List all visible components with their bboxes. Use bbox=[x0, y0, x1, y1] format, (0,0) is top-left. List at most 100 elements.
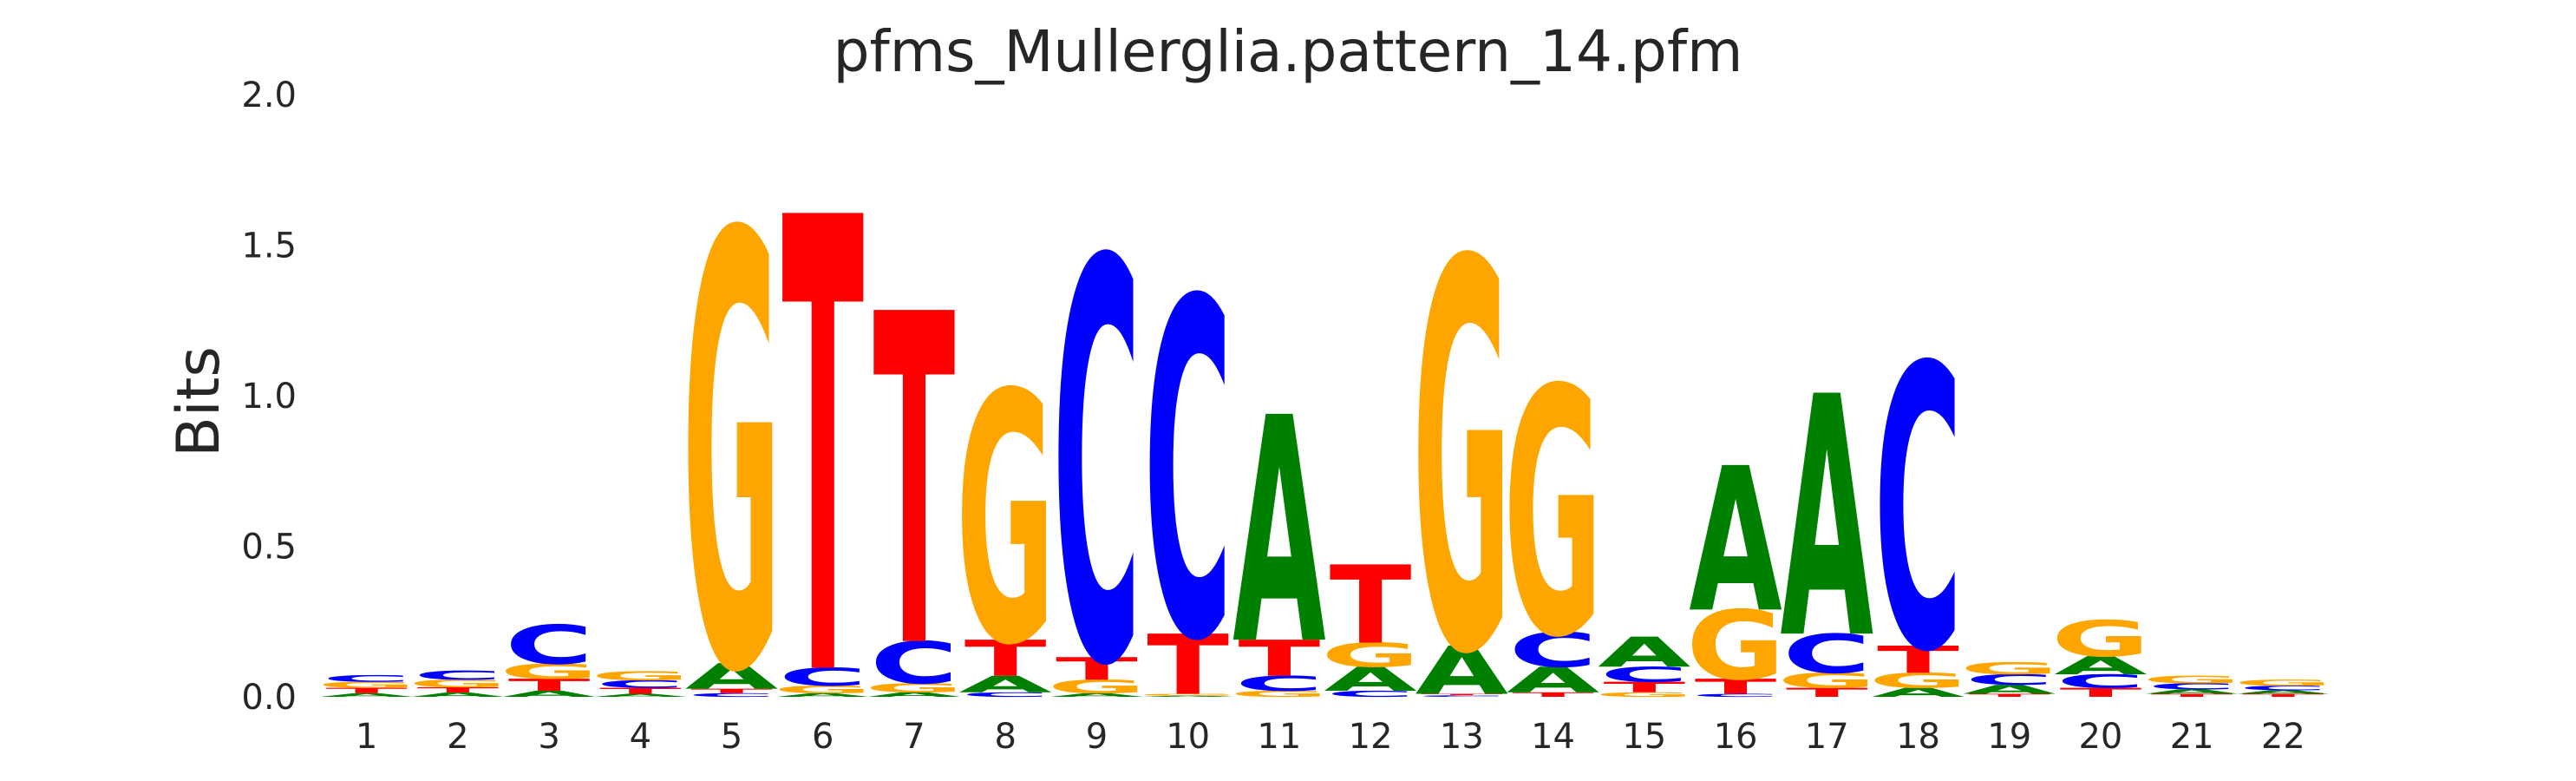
logo-letter-c: C bbox=[1326, 689, 1415, 699]
y-tick-label: 1.0 bbox=[241, 377, 297, 417]
logo-letter-a: A bbox=[1507, 660, 1599, 701]
y-axis-title: Bits bbox=[165, 346, 233, 457]
x-axis-ticks: 1 2 3 4 5 6 7 8 9 10 11 12 13 14 15 16 17 18 19 20 21 22 bbox=[356, 717, 2305, 757]
x-tick-label: 14 bbox=[1531, 717, 1575, 757]
logo-letter-c: C bbox=[779, 663, 867, 692]
logo-letter-c: C bbox=[414, 668, 502, 683]
logo-letter-c: C bbox=[961, 691, 1049, 698]
logo-letter-c: C bbox=[2239, 685, 2327, 692]
x-tick-label: 9 bbox=[1086, 717, 1108, 757]
x-tick-label: 3 bbox=[538, 717, 559, 757]
logo-letter-g: G bbox=[1504, 318, 1603, 712]
logo-letter-t: T bbox=[599, 686, 682, 696]
logo-letter-a: A bbox=[1781, 327, 1874, 712]
y-tick-label: 0.0 bbox=[241, 678, 297, 718]
x-tick-label: 11 bbox=[1257, 717, 1301, 757]
logo-letter-g: G bbox=[865, 681, 964, 696]
logo-letter-a: A bbox=[1872, 686, 1965, 700]
logo-letter-t: T bbox=[1512, 691, 1594, 698]
logo-letter-g: G bbox=[1412, 151, 1511, 771]
logo-letter-a: A bbox=[2145, 688, 2238, 695]
logo-letter-c: C bbox=[1052, 148, 1141, 781]
logo-letter-g: G bbox=[500, 660, 598, 683]
logo-letter-t: T bbox=[2060, 686, 2142, 700]
logo-letter-t: T bbox=[1695, 675, 1777, 699]
logo-letter-a: A bbox=[1963, 682, 2056, 697]
y-axis-ticks: 0.0 0.5 1.0 1.5 2.0 bbox=[241, 75, 297, 718]
logo-letter-g: G bbox=[2233, 678, 2332, 687]
logo-letter-a: A bbox=[2054, 651, 2148, 679]
logo-letter-g: G bbox=[774, 684, 873, 696]
x-tick-label: 2 bbox=[447, 717, 468, 757]
x-tick-label: 17 bbox=[1805, 717, 1849, 757]
logo-letter-c: C bbox=[870, 630, 958, 698]
x-tick-label: 13 bbox=[1440, 717, 1484, 757]
x-tick-label: 18 bbox=[1896, 717, 1940, 757]
x-tick-label: 6 bbox=[812, 717, 834, 757]
logo-letter-a: A bbox=[958, 671, 1051, 698]
logo-letter-g: G bbox=[591, 669, 690, 684]
logo-letter-g: G bbox=[317, 680, 416, 690]
logo-letter-a: A bbox=[594, 693, 687, 699]
x-tick-label: 21 bbox=[2170, 717, 2214, 757]
x-tick-label: 5 bbox=[721, 717, 742, 757]
logo-letter-t: T bbox=[1603, 679, 1685, 695]
logo-letter-g: G bbox=[683, 111, 781, 781]
logo-letter-c: C bbox=[505, 614, 593, 677]
logo-letter-a: A bbox=[1689, 426, 1782, 657]
logo-letter-c: C bbox=[596, 679, 684, 691]
logo-letter-a: A bbox=[867, 691, 960, 698]
x-tick-label: 4 bbox=[630, 717, 651, 757]
logo-letter-g: G bbox=[1686, 591, 1785, 701]
logo-letter-c: C bbox=[1144, 204, 1232, 743]
logo-letter-t: T bbox=[690, 687, 773, 694]
logo-letter-a: A bbox=[1415, 633, 1509, 709]
logo-letter-t: T bbox=[508, 676, 591, 695]
logo-letter-c: C bbox=[323, 673, 411, 684]
logo-letter-g: G bbox=[409, 678, 507, 690]
logo-letter-t: T bbox=[1330, 544, 1412, 669]
y-tick-label: 0.5 bbox=[241, 528, 297, 568]
logo-letter-c: C bbox=[2148, 682, 2236, 692]
logo-letter-a: A bbox=[1141, 695, 1234, 697]
logo-letter-c: C bbox=[1874, 287, 1963, 738]
logo-letter-t: T bbox=[1421, 693, 1503, 696]
logo-letter-a: A bbox=[1598, 629, 1690, 677]
logo-letter-a: A bbox=[411, 692, 504, 699]
logo-letter-a: A bbox=[502, 689, 595, 699]
x-tick-label: 22 bbox=[2261, 717, 2305, 757]
x-tick-label: 16 bbox=[1714, 717, 1758, 757]
logo-letter-t: T bbox=[1877, 639, 1959, 682]
x-tick-label: 20 bbox=[2078, 717, 2122, 757]
logo-letter-c: C bbox=[1691, 693, 1780, 699]
logo-letter-t: T bbox=[416, 686, 499, 694]
logo-letter-a: A bbox=[776, 692, 869, 699]
y-tick-label: 2.0 bbox=[241, 75, 297, 115]
logo-letter-a: A bbox=[685, 656, 778, 697]
x-tick-label: 7 bbox=[903, 717, 925, 757]
logo-letter-a: A bbox=[2237, 689, 2330, 695]
logo-letter-g: G bbox=[1047, 676, 1146, 698]
logo-letter-g: G bbox=[1230, 689, 1329, 699]
logo-letter-g: G bbox=[956, 321, 1055, 720]
logo-letter-g: G bbox=[1321, 637, 1420, 675]
logo-letter-g: G bbox=[2142, 674, 2241, 686]
logo-letter-c: C bbox=[1600, 663, 1689, 686]
logo-letter-a: A bbox=[1050, 692, 1143, 699]
x-tick-label: 12 bbox=[1349, 717, 1393, 757]
logo-letter-t: T bbox=[1239, 630, 1321, 688]
logo-letter-a: A bbox=[1324, 660, 1417, 699]
logo-letter-t: T bbox=[1056, 651, 1138, 687]
logo-letter-g: G bbox=[1777, 669, 1876, 692]
logo-letter-a: A bbox=[320, 692, 413, 699]
x-tick-label: 8 bbox=[994, 717, 1016, 757]
logo-letter-c: C bbox=[1509, 622, 1598, 678]
x-tick-label: 1 bbox=[356, 717, 377, 757]
logo-letter-g: G bbox=[2051, 610, 2150, 668]
logo-letter-t: T bbox=[1786, 686, 1868, 700]
logo-letter-c: C bbox=[1235, 672, 1324, 695]
logo-letter-t: T bbox=[1147, 618, 1229, 713]
logo-letter-t: T bbox=[873, 220, 956, 750]
